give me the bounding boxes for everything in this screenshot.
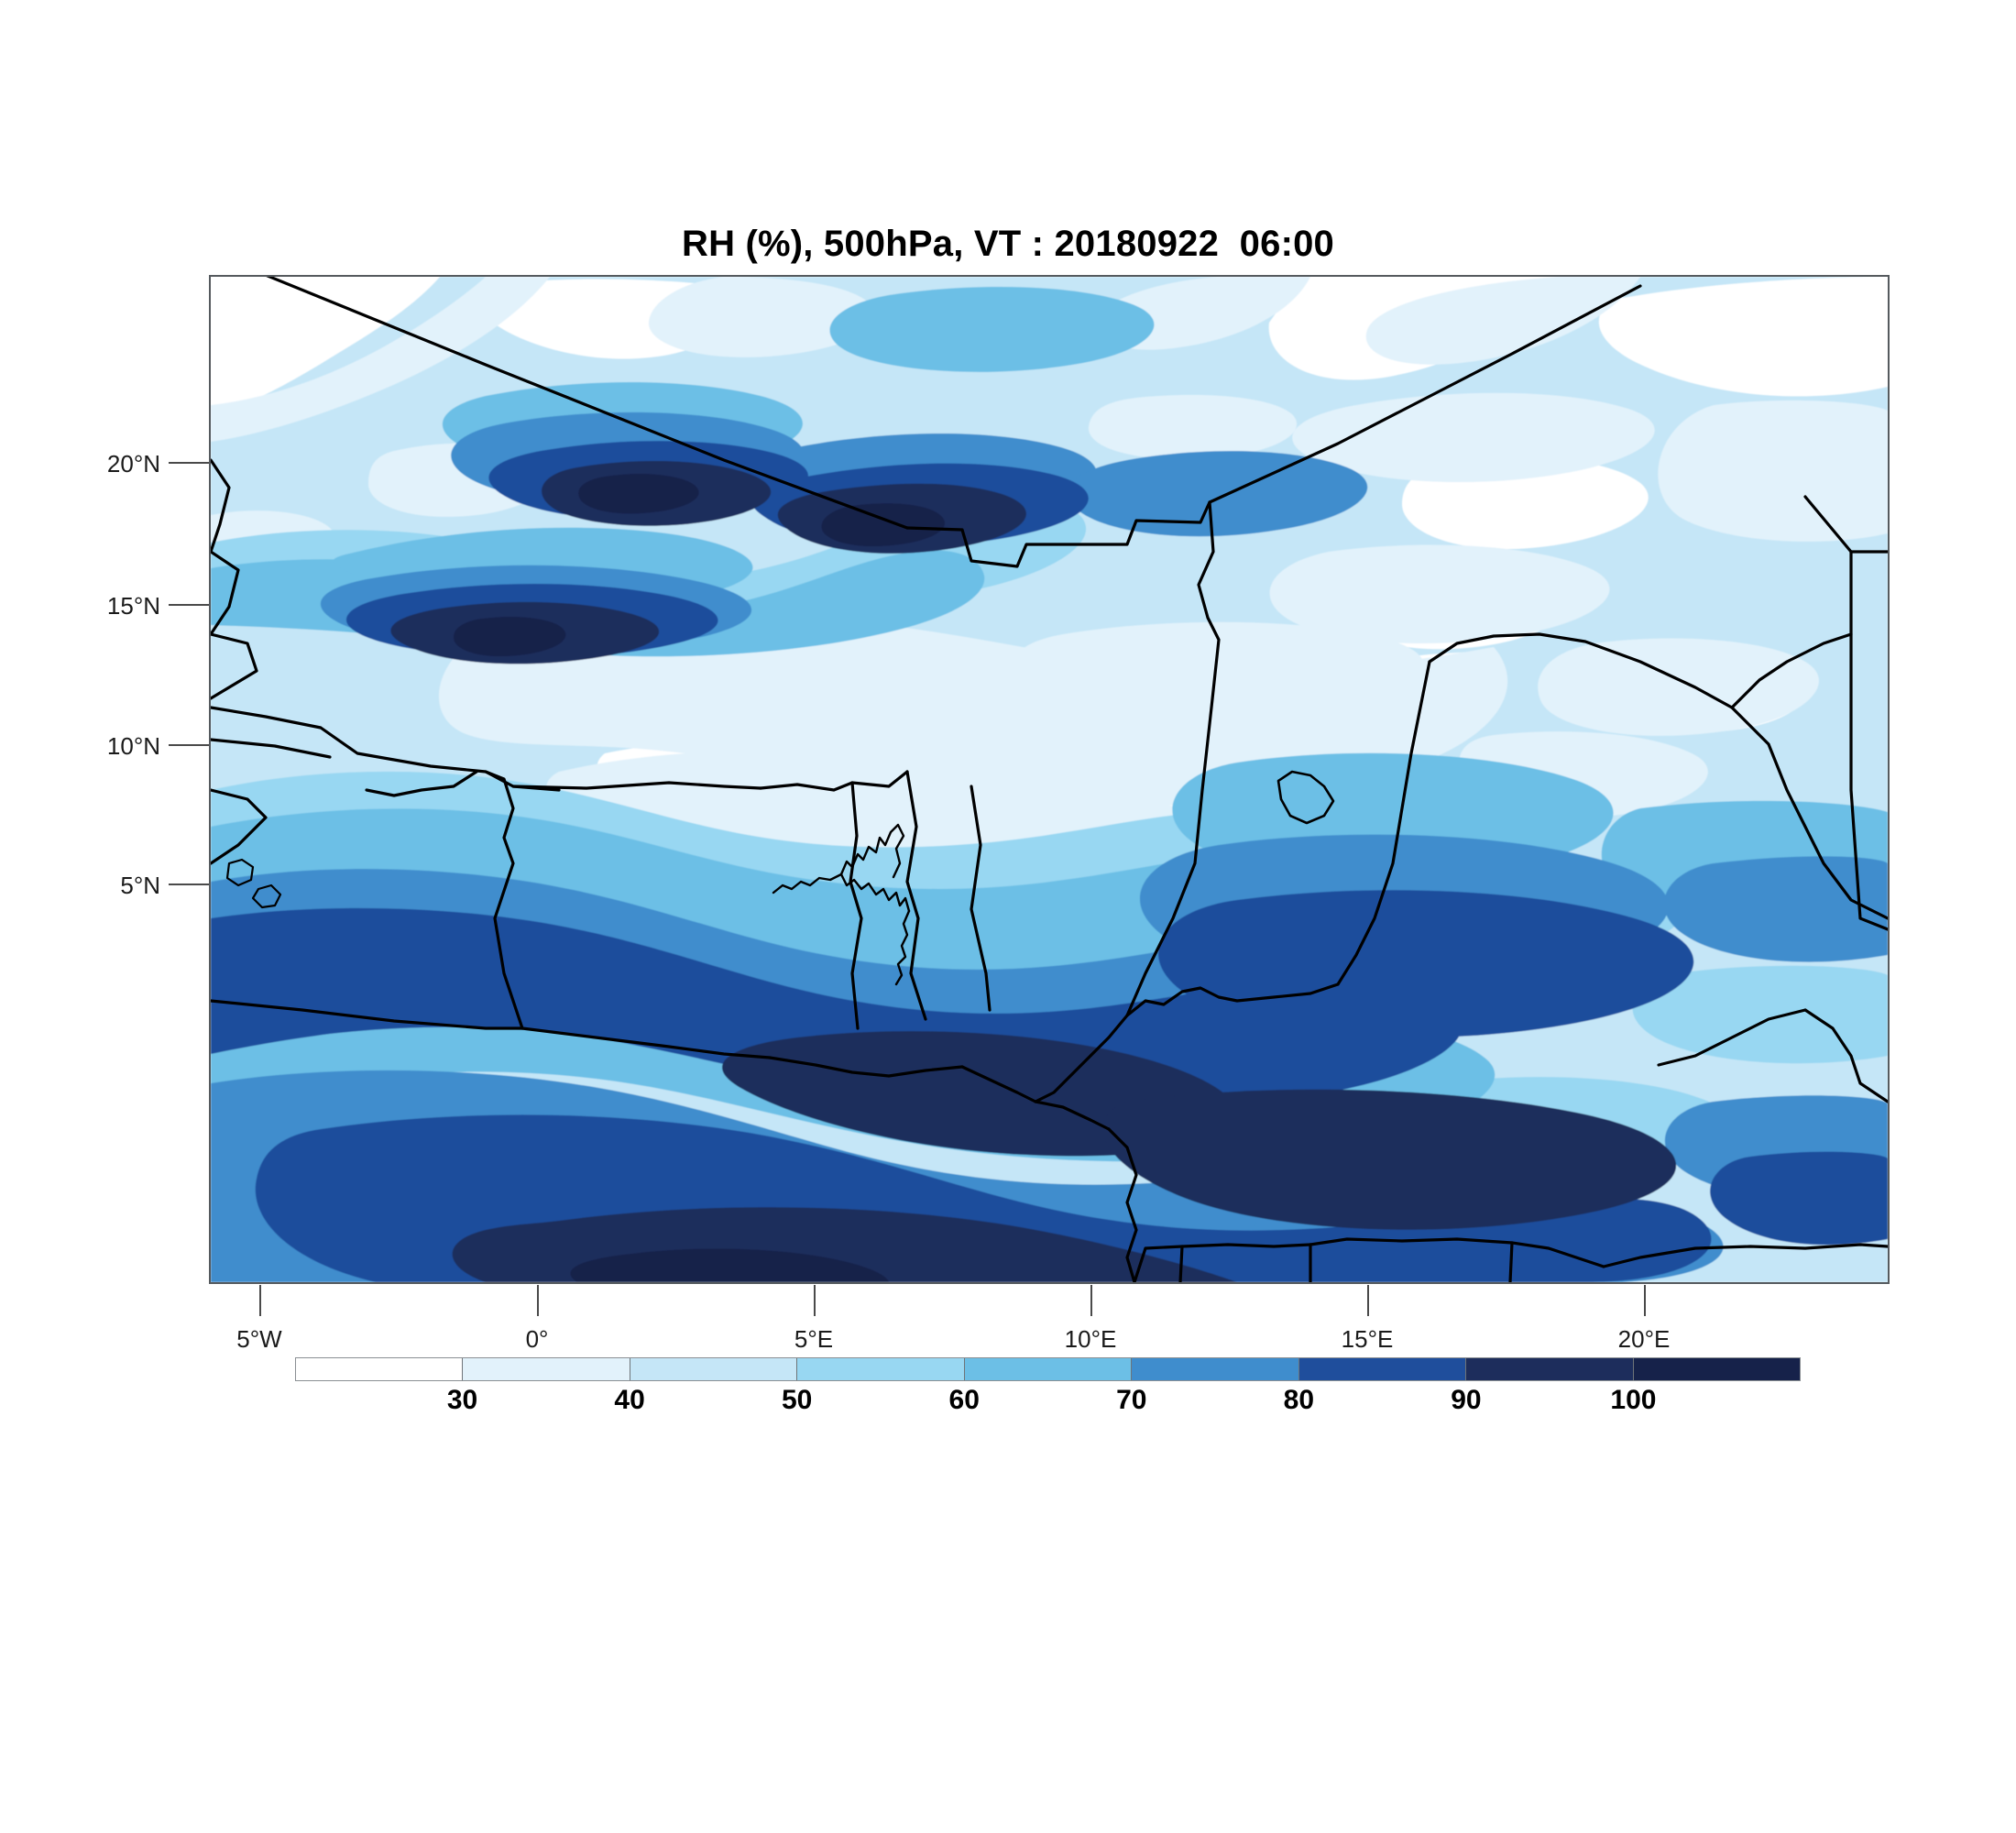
colorbar-segment-0 — [296, 1358, 463, 1380]
x-tick-15e — [1367, 1285, 1369, 1316]
x-tick-5w — [259, 1285, 261, 1316]
colorbar-segment-4 — [963, 1358, 1132, 1380]
y-axis-label-15n: 15°N — [106, 592, 160, 620]
colorbar: 30 40 50 60 70 80 90 100 — [295, 1357, 1801, 1415]
colorbar-segment-1 — [462, 1358, 630, 1380]
colorbar-segment-2 — [629, 1358, 797, 1380]
y-axis-label-20n: 20°N — [106, 450, 160, 477]
colorbar-segment-6 — [1298, 1358, 1466, 1380]
band-100-110 — [454, 474, 945, 1282]
colorbar-segment-5 — [1131, 1358, 1298, 1380]
colorbar-tick-100: 100 — [1610, 1385, 1657, 1415]
y-tick-20n — [169, 462, 209, 464]
colorbar-tick-70: 70 — [1116, 1385, 1147, 1415]
colorbar-gradient — [295, 1357, 1801, 1381]
colorbar-tick-90: 90 — [1451, 1385, 1482, 1415]
y-tick-15n — [169, 604, 209, 606]
colorbar-segment-3 — [796, 1358, 964, 1380]
x-tick-5e — [814, 1285, 816, 1316]
y-axis-label-10n: 10°N — [106, 732, 160, 760]
x-axis-label-20e: 20°E — [1617, 1325, 1671, 1353]
contour-fill-layer — [211, 277, 1888, 1282]
y-tick-5n — [169, 884, 209, 885]
colorbar-tick-30: 30 — [446, 1385, 478, 1415]
colorbar-segment-7 — [1465, 1358, 1633, 1380]
colorbar-segment-8 — [1632, 1358, 1800, 1380]
map-borders-layer — [211, 277, 1888, 1282]
y-tick-10n — [169, 744, 209, 746]
colorbar-tick-80: 80 — [1283, 1385, 1315, 1415]
x-axis-label-0: 0° — [525, 1325, 549, 1353]
x-axis-label-15e: 15°E — [1341, 1325, 1394, 1353]
x-tick-0 — [537, 1285, 539, 1316]
rh-contour-map — [211, 277, 1888, 1282]
x-tick-20e — [1644, 1285, 1646, 1316]
band-90-100 — [390, 461, 1677, 1282]
x-axis-label-5e: 5°E — [794, 1325, 834, 1353]
y-axis-label-5n: 5°N — [120, 872, 160, 899]
colorbar-tick-60: 60 — [948, 1385, 980, 1415]
map-plot-area — [209, 275, 1890, 1284]
x-axis-label-10e: 10°E — [1064, 1325, 1117, 1353]
colorbar-tick-40: 40 — [614, 1385, 645, 1415]
page-title: RH (%), 500hPa, VT : 20180922 06:00 — [681, 224, 1334, 264]
x-tick-10e — [1090, 1285, 1092, 1316]
colorbar-tick-50: 50 — [781, 1385, 813, 1415]
x-axis-label-5w: 5°W — [236, 1325, 282, 1353]
